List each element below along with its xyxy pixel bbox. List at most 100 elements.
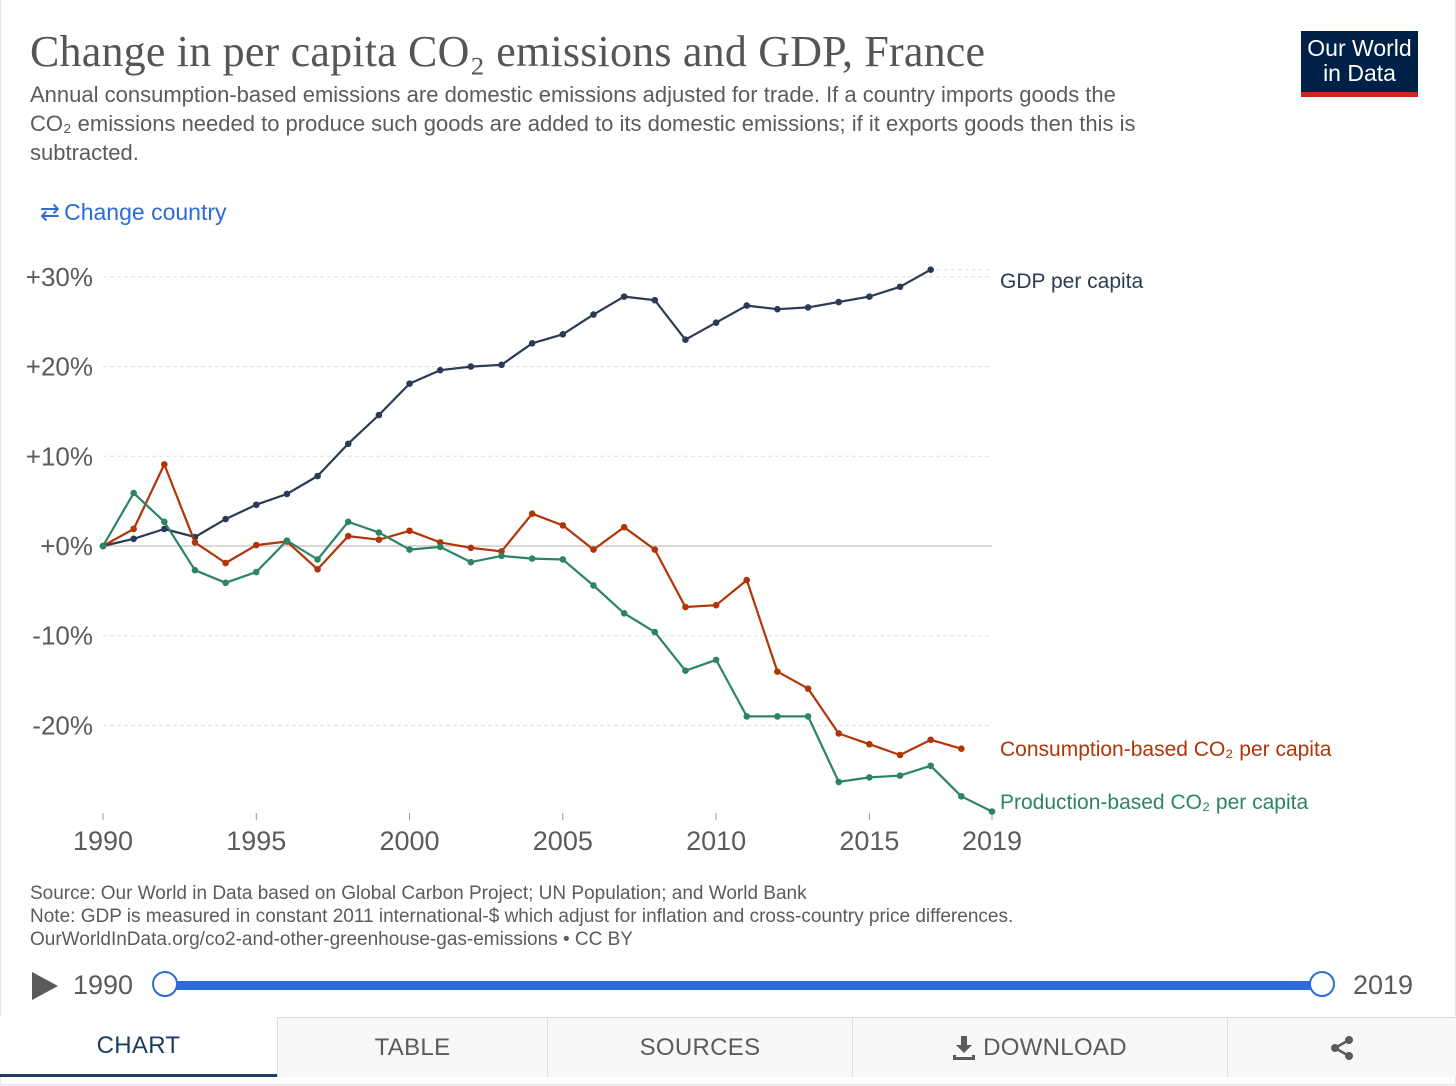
timeline-end-handle[interactable] bbox=[1309, 971, 1335, 997]
tab-bar: CHART TABLE SOURCES DOWNLOAD bbox=[0, 1017, 1456, 1077]
data-point bbox=[958, 792, 965, 800]
data-point bbox=[896, 772, 904, 779]
data-point bbox=[375, 411, 383, 419]
data-point bbox=[314, 556, 321, 563]
data-point bbox=[467, 558, 475, 566]
data-point bbox=[651, 296, 659, 304]
data-point bbox=[161, 461, 168, 468]
data-point bbox=[712, 656, 720, 664]
series-end-label: Consumption-based CO₂ per capita bbox=[1000, 738, 1332, 761]
data-point bbox=[375, 529, 383, 536]
source-text: Source: Our World in Data based on Globa… bbox=[30, 883, 807, 904]
data-point bbox=[804, 304, 812, 311]
line-chart: +30% +20% +10% +0% -10% -20% 1990 1995 2000 2005 2… bbox=[26, 262, 1332, 856]
timeline-start-year: 1990 bbox=[73, 970, 134, 1000]
data-point bbox=[927, 762, 934, 770]
data-point bbox=[743, 302, 751, 309]
data-point bbox=[375, 536, 383, 544]
y-tick-label: +30% bbox=[26, 262, 93, 292]
data-point bbox=[896, 283, 904, 291]
data-point bbox=[314, 472, 321, 480]
data-point bbox=[528, 339, 536, 347]
subtitle-line-3: subtracted. bbox=[30, 140, 139, 165]
subtitle-line-2: CO₂ emissions needed to produce such goo… bbox=[30, 111, 1136, 136]
series-end-label: GDP per capita bbox=[1000, 270, 1144, 293]
download-label: DOWNLOAD bbox=[983, 1033, 1127, 1061]
subtitle-line-1: Annual consumption-based emissions are d… bbox=[30, 82, 1116, 107]
data-point bbox=[498, 361, 505, 369]
data-point bbox=[406, 546, 413, 553]
data-point bbox=[252, 501, 260, 509]
data-point bbox=[191, 539, 199, 546]
data-point bbox=[528, 510, 536, 518]
series-line bbox=[102, 492, 993, 813]
x-tick-label: 1995 bbox=[226, 826, 286, 856]
data-point bbox=[896, 751, 904, 759]
data-point bbox=[835, 778, 843, 786]
data-point bbox=[436, 366, 444, 374]
chart-footer: Source: Our World in Data based on Globa… bbox=[30, 882, 1013, 951]
data-point bbox=[252, 568, 260, 576]
data-point bbox=[344, 532, 352, 540]
data-point bbox=[283, 490, 291, 498]
y-tick-label: -20% bbox=[32, 710, 93, 740]
data-point bbox=[774, 713, 781, 720]
data-point bbox=[866, 293, 873, 300]
tab-chart[interactable]: CHART bbox=[0, 1017, 277, 1077]
play-icon[interactable] bbox=[32, 972, 58, 1000]
timeline-start-handle[interactable] bbox=[152, 971, 178, 997]
x-tick-label: 2019 bbox=[962, 826, 1022, 856]
data-point bbox=[559, 331, 567, 338]
change-country-label: Change country bbox=[64, 199, 227, 225]
change-country-button[interactable]: ⇄ Change country bbox=[40, 199, 227, 226]
data-point bbox=[406, 380, 413, 387]
data-point bbox=[927, 266, 934, 274]
data-point bbox=[866, 774, 873, 781]
data-point bbox=[130, 489, 137, 497]
data-point bbox=[682, 667, 689, 674]
x-tick-label: 2000 bbox=[380, 826, 440, 856]
timeline-slider: 1990 2019 bbox=[0, 958, 1456, 1014]
owid-logo[interactable]: Our World in Data bbox=[1301, 31, 1418, 97]
data-point bbox=[252, 541, 260, 549]
data-point bbox=[590, 582, 597, 589]
data-point bbox=[866, 740, 873, 748]
data-point bbox=[314, 566, 321, 573]
x-tick-label: 2015 bbox=[839, 826, 899, 856]
tab-table[interactable]: TABLE bbox=[277, 1017, 547, 1077]
x-tick-label: 2005 bbox=[533, 826, 593, 856]
data-point bbox=[927, 736, 934, 744]
data-point bbox=[988, 808, 996, 815]
y-tick-label: +10% bbox=[26, 441, 93, 471]
chart-subtitle: Annual consumption-based emissions are d… bbox=[30, 80, 1230, 167]
series-line bbox=[102, 463, 962, 757]
tab-sources[interactable]: SOURCES bbox=[547, 1017, 852, 1077]
tab-download[interactable]: DOWNLOAD bbox=[852, 1017, 1227, 1077]
data-point bbox=[743, 713, 751, 720]
url-license-link[interactable]: OurWorldInData.org/co2-and-other-greenho… bbox=[30, 929, 633, 950]
logo-line-2: in Data bbox=[1323, 60, 1396, 86]
tab-share[interactable] bbox=[1227, 1017, 1456, 1077]
data-point bbox=[590, 546, 597, 553]
timeline-track[interactable] bbox=[165, 981, 1323, 990]
data-point bbox=[467, 544, 475, 552]
data-point bbox=[774, 305, 781, 313]
data-point bbox=[682, 336, 689, 343]
data-point bbox=[620, 609, 628, 617]
download-icon bbox=[953, 1035, 976, 1060]
data-point bbox=[130, 525, 137, 533]
x-tick-label: 2010 bbox=[686, 826, 746, 856]
series-line bbox=[102, 268, 932, 548]
data-point bbox=[161, 525, 168, 533]
data-point bbox=[222, 579, 229, 587]
data-point bbox=[344, 518, 352, 526]
data-point bbox=[130, 535, 137, 543]
data-point bbox=[161, 518, 168, 526]
data-point bbox=[528, 555, 536, 562]
y-tick-label: -10% bbox=[32, 621, 93, 651]
x-tick-label: 1990 bbox=[73, 826, 133, 856]
chart-title: Change in per capita CO₂ emissions and G… bbox=[30, 27, 986, 76]
data-point bbox=[406, 527, 413, 535]
swap-arrows-icon: ⇄ bbox=[40, 198, 61, 226]
data-point bbox=[804, 685, 812, 692]
